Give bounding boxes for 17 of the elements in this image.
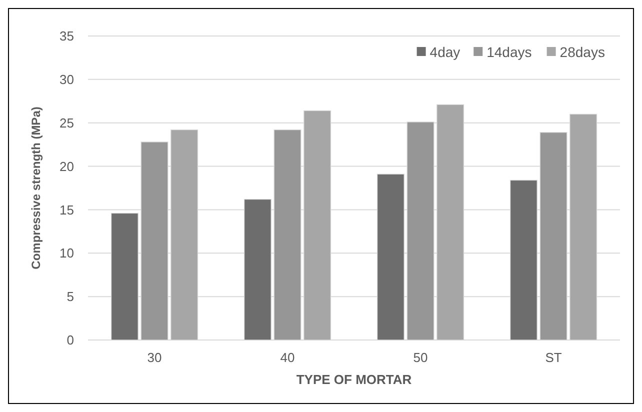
- y-tick-label: 35: [60, 28, 74, 44]
- x-tick-label: 40: [280, 350, 295, 365]
- x-tick-label: ST: [545, 350, 562, 365]
- y-tick-label: 30: [60, 72, 74, 87]
- x-axis-title: TYPE OF MORTAR: [296, 372, 412, 387]
- y-tick-label: 15: [60, 202, 74, 218]
- legend-label: 28days: [560, 44, 605, 60]
- x-tick-label: 30: [147, 350, 162, 365]
- y-tick-label: 0: [66, 332, 74, 348]
- legend-label: 4day: [430, 44, 460, 60]
- x-tick-label: 50: [413, 350, 428, 365]
- y-tick-label: 25: [60, 115, 74, 130]
- y-axis-title: Compressive strength (MPa): [29, 106, 43, 270]
- y-tick-label: 20: [60, 158, 74, 174]
- y-tick-label: 5: [66, 289, 74, 304]
- y-tick-label: 10: [60, 246, 74, 261]
- legend-label: 14days: [486, 44, 532, 60]
